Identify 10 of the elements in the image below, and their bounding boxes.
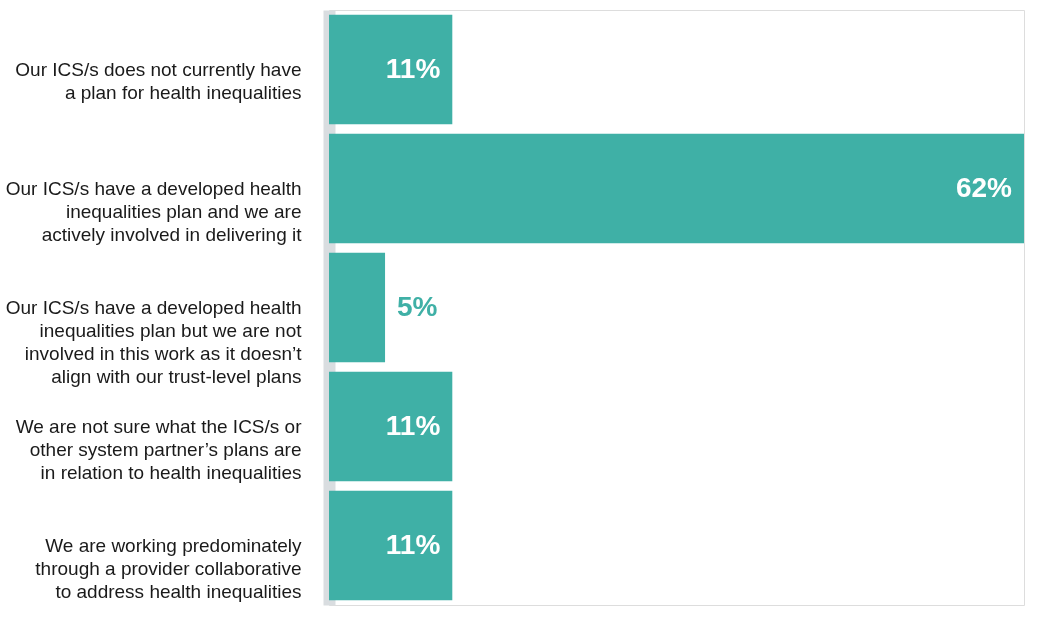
data-label: 11% — [385, 52, 441, 84]
y-tick-label: Our ICS/s have a developed health inequalities plan and we are actively involved in delivering it — [5, 177, 303, 245]
data-label: 11% — [385, 409, 441, 441]
data-label: 11% — [385, 528, 441, 560]
y-tick-label: We are working predominately through a provider collaborative to address health inequalities — [35, 534, 302, 602]
y-tick-label: We are not sure what the ICS/s or other system partner’s plans are in relation to health inequalities — [15, 415, 303, 483]
data-label: 5% — [397, 290, 438, 322]
y-tick-label: Our ICS/s does not currently have a plan for health inequalities — [15, 58, 302, 103]
y-tick-label: Our ICS/s have a developed health inequalities plan but we are not involved in this work as it doesn’t align with our trust-level plans — [5, 296, 303, 387]
data-label: 62% — [955, 171, 1013, 203]
